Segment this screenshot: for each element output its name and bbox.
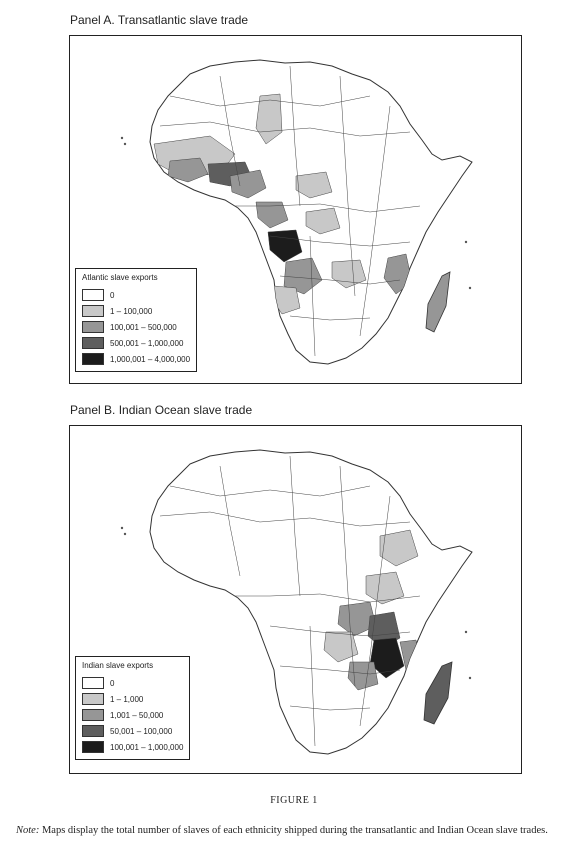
- legend-swatch: [82, 353, 104, 365]
- legend-swatch: [82, 289, 104, 301]
- legend-swatch: [82, 725, 104, 737]
- legend-label: 100,001 – 1,000,000: [110, 742, 184, 752]
- legend-label: 1 – 1,000: [110, 694, 144, 704]
- legend-item: 1 – 100,000: [82, 303, 190, 319]
- legend-item: 50,001 – 100,000: [82, 723, 183, 739]
- legend-label: 0: [110, 290, 115, 300]
- legend-label: 1,000,001 – 4,000,000: [110, 354, 191, 364]
- legend-label: 100,001 – 500,000: [110, 322, 177, 332]
- legend-label: 1,001 – 50,000: [110, 710, 164, 720]
- panel-b-title: Panel B. Indian Ocean slave trade: [70, 403, 253, 417]
- legend-item: 500,001 – 1,000,000: [82, 335, 190, 351]
- legend-label: 0: [110, 678, 115, 688]
- note-text: Maps display the total number of slaves …: [39, 825, 548, 836]
- legend-item: 0: [82, 675, 183, 691]
- legend-item: 100,001 – 1,000,000: [82, 739, 183, 755]
- legend-swatch: [82, 677, 104, 689]
- legend-label: 50,001 – 100,000: [110, 726, 173, 736]
- legend-swatch: [82, 709, 104, 721]
- legend-title: Indian slave exports: [82, 661, 154, 670]
- note-lead: Note:: [16, 825, 40, 836]
- legend-label: 1 – 100,000: [110, 306, 153, 316]
- legend-swatch: [82, 337, 104, 349]
- legend-item: 1,001 – 50,000: [82, 707, 183, 723]
- legend-swatch: [82, 741, 104, 753]
- africa-map-indian: [120, 449, 473, 755]
- legend-item: 1,000,001 – 4,000,000: [82, 351, 190, 367]
- legend-item: 0: [82, 287, 190, 303]
- legend-label: 500,001 – 1,000,000: [110, 338, 184, 348]
- legend-item: 1 – 1,000: [82, 691, 183, 707]
- figure-label: FIGURE 1: [270, 795, 318, 806]
- figure-note: Note: Maps display the total number of s…: [16, 824, 582, 837]
- legend-item: 100,001 – 500,000: [82, 319, 190, 335]
- legend-swatch: [82, 305, 104, 317]
- africa-map-atlantic: [120, 59, 473, 365]
- panel-a-title: Panel A. Transatlantic slave trade: [70, 13, 249, 27]
- legend-swatch: [82, 321, 104, 333]
- panel-b-legend: Indian slave exports 0 1 – 1,000 1,001 –…: [75, 656, 191, 760]
- legend-title: Atlantic slave exports: [82, 273, 158, 282]
- panel-a-legend: Atlantic slave exports 0 1 – 100,000 100…: [75, 268, 198, 372]
- legend-swatch: [82, 693, 104, 705]
